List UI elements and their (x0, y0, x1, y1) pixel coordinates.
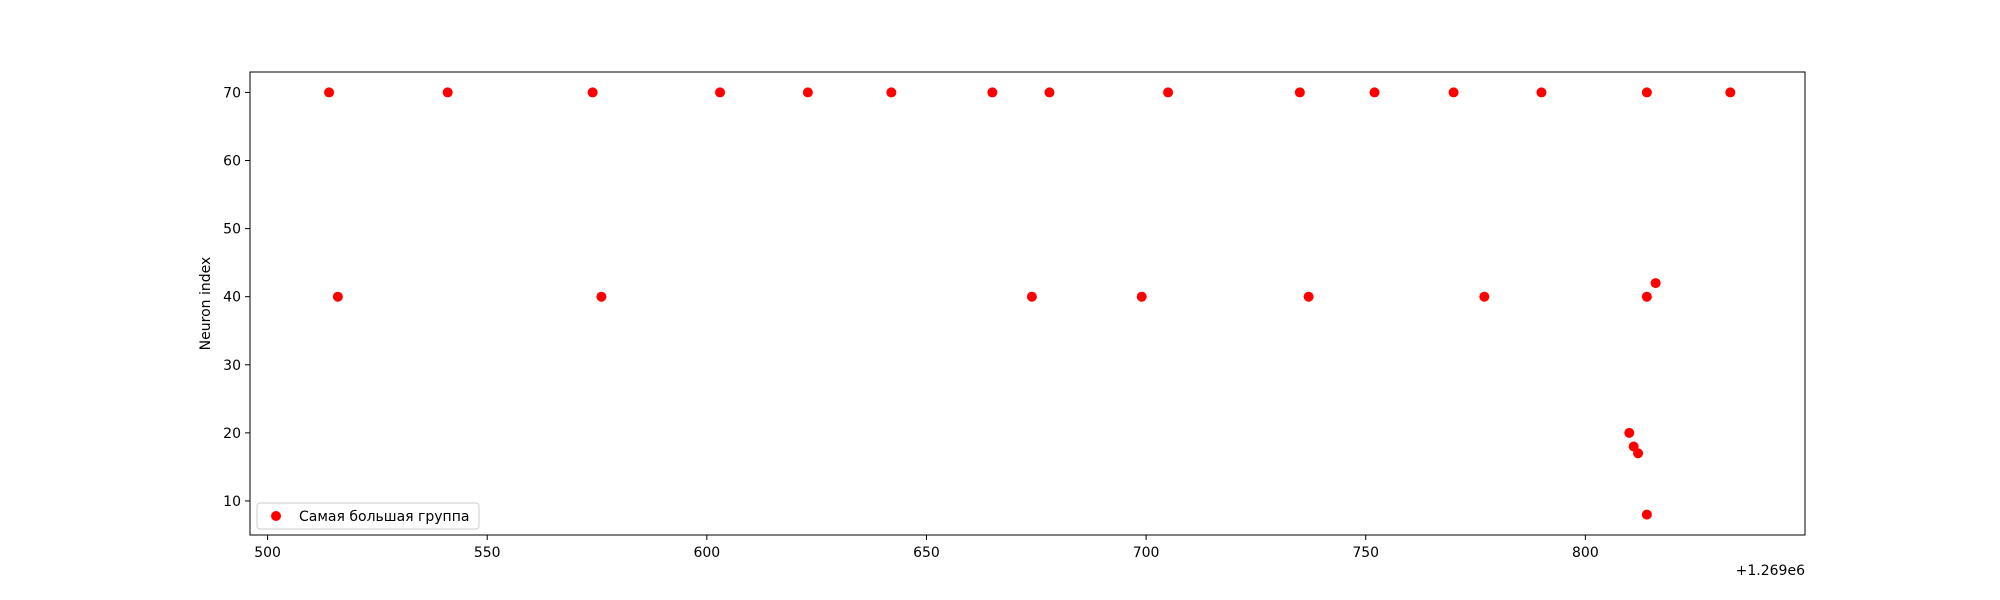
data-point (715, 87, 726, 98)
data-point (332, 291, 343, 302)
x-axis-ticks: 500 550 600 650 700 750 800 (254, 535, 1599, 561)
y-tick-label: 70 (223, 85, 241, 101)
legend-marker (271, 511, 281, 521)
data-point (1448, 87, 1459, 98)
legend-box (256, 502, 480, 530)
x-tick-label: 650 (913, 545, 940, 561)
data-point (324, 87, 335, 98)
data-point (442, 87, 453, 98)
data-point (1725, 87, 1736, 98)
y-tick-label: 40 (223, 290, 241, 306)
data-point (1641, 509, 1652, 520)
legend: Самая большая группа (256, 502, 480, 530)
x-tick-label: 600 (693, 545, 720, 561)
x-axis-offset-label: +1.269e6 (1736, 563, 1805, 579)
y-axis-label: Neuron index (198, 257, 214, 351)
x-tick-label: 500 (254, 545, 281, 561)
data-point (1294, 87, 1305, 98)
y-tick-label: 60 (223, 154, 241, 170)
y-tick-label: 20 (223, 426, 241, 442)
data-point (596, 291, 607, 302)
legend-entry: Самая большая группа (299, 509, 469, 525)
x-tick-label: 700 (1133, 545, 1160, 561)
y-tick-label: 30 (223, 358, 241, 374)
data-point (1479, 291, 1490, 302)
plot-area (249, 71, 1806, 536)
y-axis-ticks: 10 20 30 40 50 60 70 (223, 85, 250, 510)
data-point (1136, 291, 1147, 302)
data-point (802, 87, 813, 98)
data-point (1026, 291, 1037, 302)
data-point (1303, 291, 1314, 302)
x-tick-label: 800 (1572, 545, 1599, 561)
data-point (1044, 87, 1055, 98)
data-point (1633, 448, 1644, 459)
x-tick-label: 550 (474, 545, 501, 561)
data-point (1650, 278, 1661, 289)
y-tick-label: 50 (223, 222, 241, 238)
data-point (886, 87, 897, 98)
data-point (587, 87, 598, 98)
data-point (987, 87, 998, 98)
data-point (1536, 87, 1547, 98)
x-tick-label: 750 (1352, 545, 1379, 561)
y-tick-label: 10 (223, 494, 241, 510)
data-point (1163, 87, 1174, 98)
data-point (1624, 427, 1635, 438)
plot-frame (249, 71, 1806, 536)
data-point (1641, 87, 1652, 98)
data-point (1369, 87, 1380, 98)
data-point (1641, 291, 1652, 302)
